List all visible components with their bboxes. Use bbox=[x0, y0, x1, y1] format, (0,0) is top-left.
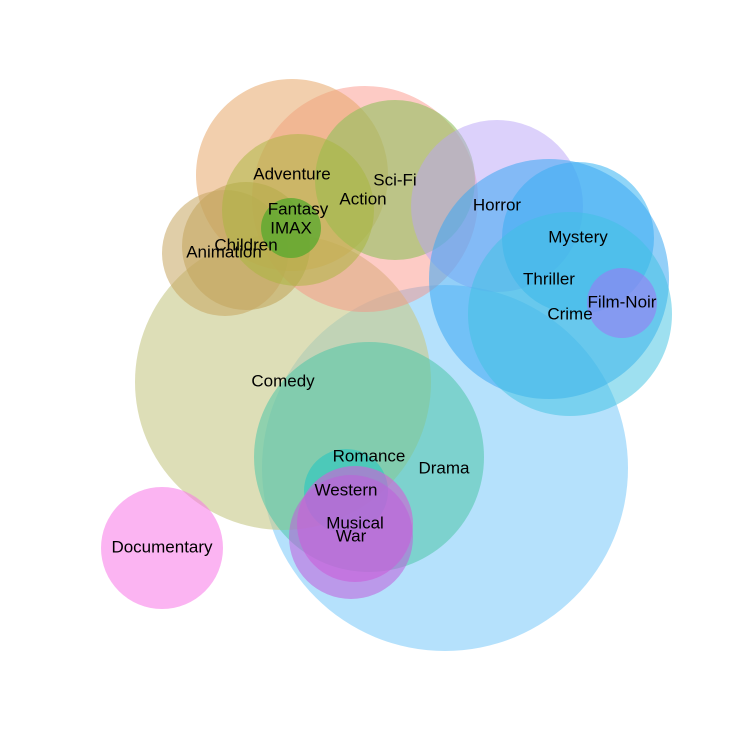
label-comedy: Comedy bbox=[251, 371, 315, 390]
circle-film-noir bbox=[587, 268, 657, 338]
label-sci-fi: Sci-Fi bbox=[373, 170, 416, 189]
label-film-noir: Film-Noir bbox=[588, 292, 657, 311]
label-thriller: Thriller bbox=[523, 269, 575, 288]
label-animation: Animation bbox=[186, 242, 262, 261]
label-imax: IMAX bbox=[270, 218, 312, 237]
label-fantasy: Fantasy bbox=[268, 199, 329, 218]
circle-documentary bbox=[101, 487, 223, 609]
label-war: War bbox=[336, 526, 367, 545]
label-crime: Crime bbox=[547, 304, 592, 323]
label-children: Children bbox=[214, 235, 277, 254]
label-action: Action bbox=[339, 189, 386, 208]
circle-crime bbox=[468, 212, 672, 416]
label-drama: Drama bbox=[418, 458, 470, 477]
circle-imax bbox=[261, 198, 321, 258]
label-romance: Romance bbox=[333, 446, 406, 465]
label-horror: Horror bbox=[473, 195, 522, 214]
label-documentary: Documentary bbox=[111, 537, 213, 556]
label-western: Western bbox=[315, 480, 378, 499]
circle-war bbox=[289, 475, 413, 599]
label-adventure: Adventure bbox=[253, 164, 331, 183]
label-musical: Musical bbox=[326, 513, 384, 532]
label-mystery: Mystery bbox=[548, 227, 608, 246]
genre-circles bbox=[101, 79, 672, 651]
